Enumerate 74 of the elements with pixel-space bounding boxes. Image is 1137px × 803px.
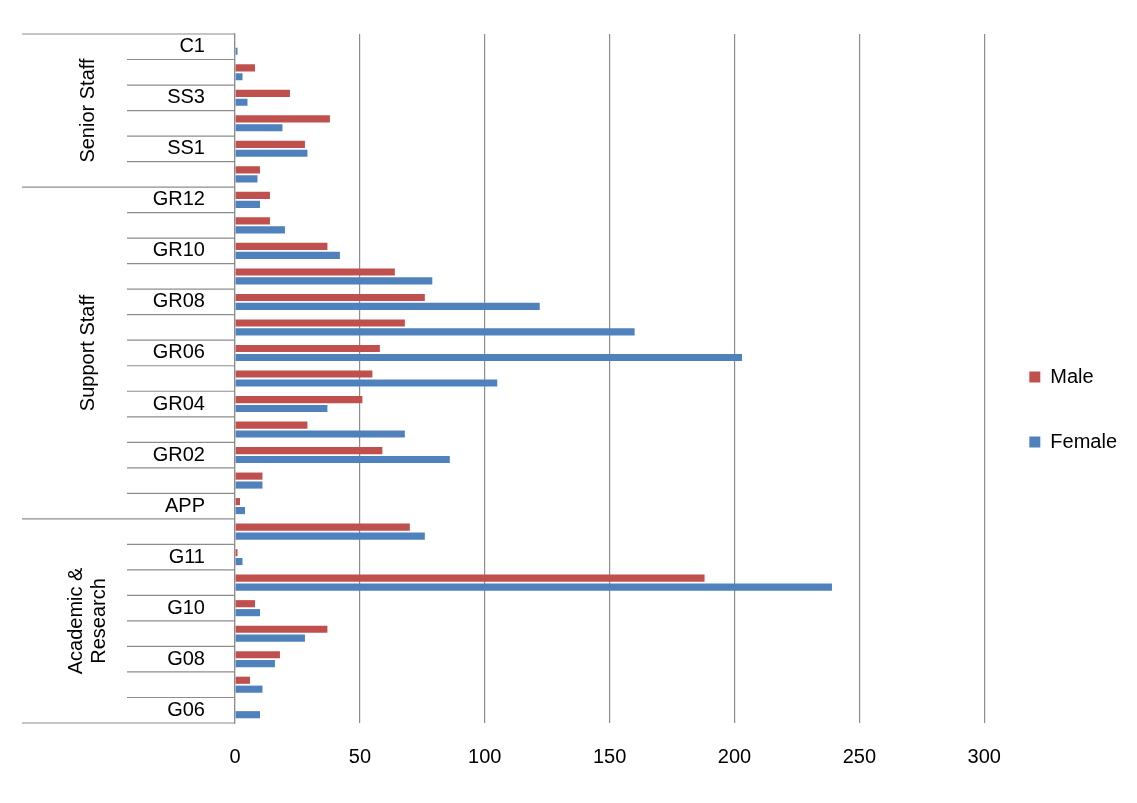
y-tick-label: SS3 <box>167 85 205 108</box>
bar <box>235 574 705 582</box>
bar <box>235 251 340 259</box>
bar <box>235 676 250 684</box>
bar <box>235 660 275 668</box>
bar <box>235 523 410 531</box>
x-tick-label: 50 <box>348 744 372 767</box>
bar <box>235 115 330 123</box>
x-tick-label: 300 <box>967 744 1001 767</box>
bar <box>235 455 450 464</box>
bar <box>235 498 240 506</box>
bar <box>235 651 280 659</box>
y-tick-label: G08 <box>167 646 205 669</box>
x-tick-label: 100 <box>468 744 502 767</box>
bar <box>235 302 540 310</box>
bar <box>235 175 258 183</box>
bar <box>235 268 395 276</box>
bar <box>235 600 255 608</box>
y-tick-label: GR12 <box>152 187 205 210</box>
y-tick-label: GR10 <box>152 238 205 261</box>
y-tick-label: APP <box>164 493 205 516</box>
bar <box>235 124 283 132</box>
bar <box>235 217 270 225</box>
y-tick-label: G06 <box>167 697 205 720</box>
bar <box>235 404 328 413</box>
bar <box>235 64 255 72</box>
bar <box>235 421 308 429</box>
bar <box>235 685 263 693</box>
bar <box>235 226 285 234</box>
bar <box>235 609 260 617</box>
y-tick-label: GR06 <box>152 340 205 363</box>
bar <box>235 200 260 208</box>
bar <box>235 166 260 174</box>
y-tick-label: G10 <box>167 595 205 618</box>
text: Senior Staff <box>75 58 98 163</box>
bar <box>235 481 263 489</box>
x-tick-label: 250 <box>842 744 877 767</box>
bar <box>235 89 290 97</box>
y-tick-label: GR02 <box>152 442 205 465</box>
bar <box>235 140 305 148</box>
bar <box>235 353 743 362</box>
bar <box>235 149 308 157</box>
y-tick-label: G11 <box>168 544 205 567</box>
legend-label: Female <box>1050 429 1118 452</box>
text: Academic & Research <box>64 566 110 675</box>
y-tick-label: GR04 <box>152 391 205 414</box>
bar <box>235 506 245 515</box>
y-tick-label: GR08 <box>152 289 205 312</box>
bar <box>235 711 260 719</box>
bar <box>235 395 363 404</box>
bar <box>235 370 373 378</box>
bar <box>235 191 270 199</box>
legend-label: Male <box>1050 364 1094 387</box>
bar <box>235 583 832 591</box>
x-tick-label: 150 <box>592 744 627 767</box>
y-tick-label: C1 <box>179 34 205 57</box>
bar <box>235 625 328 633</box>
bar <box>235 328 635 336</box>
y-tick-label: SS1 <box>167 136 205 159</box>
x-tick-label: 0 <box>229 744 241 767</box>
bar <box>235 293 425 302</box>
bar <box>235 98 248 106</box>
bar <box>235 319 405 327</box>
bar <box>235 532 425 540</box>
bar <box>235 634 305 642</box>
bar <box>235 447 383 455</box>
bar <box>235 430 405 438</box>
bar <box>235 277 433 285</box>
bar <box>235 344 380 353</box>
x-tick-label: 200 <box>717 744 752 767</box>
text: Support Staff <box>75 294 98 412</box>
bar <box>235 242 328 251</box>
bar <box>235 379 498 387</box>
bar <box>235 472 263 480</box>
